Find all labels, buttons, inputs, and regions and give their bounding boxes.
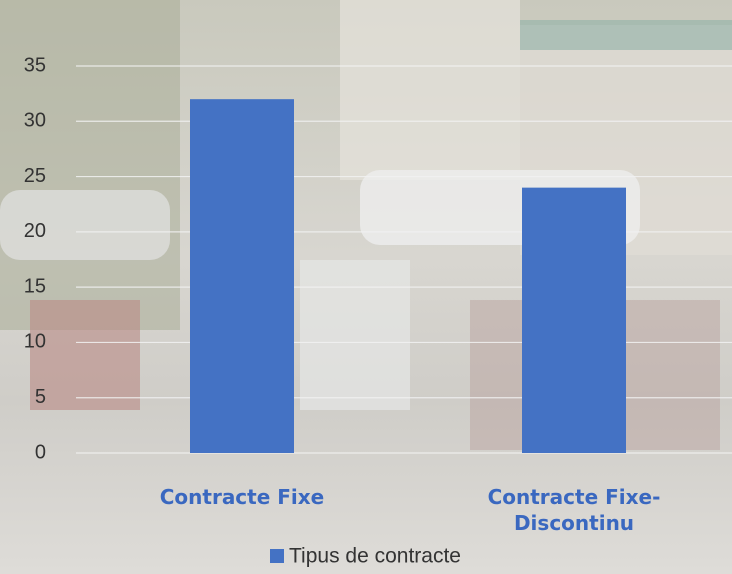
y-tick-label: 5 [35, 386, 46, 408]
bar [522, 187, 626, 453]
y-tick-label: 35 [24, 54, 46, 76]
background-roof [520, 20, 732, 50]
legend-swatch [270, 549, 284, 563]
background-building [340, 0, 520, 180]
y-tick-label: 25 [24, 165, 46, 187]
background-car [0, 190, 170, 260]
legend-label: Tipus de contracte [289, 545, 461, 568]
y-tick-label: 0 [35, 441, 46, 463]
x-tick-label: Contracte Fixe [159, 485, 325, 509]
y-tick-label: 20 [24, 220, 46, 242]
background-vehicle [300, 260, 410, 410]
x-tick-label: Contracte Fixe-Discontinu [487, 485, 661, 535]
y-tick-label: 10 [24, 331, 46, 353]
background-vehicle [30, 300, 140, 410]
y-tick-label: 15 [24, 275, 46, 297]
y-tick-label: 30 [24, 110, 46, 132]
background-tree [0, 0, 180, 330]
bar [190, 99, 294, 454]
